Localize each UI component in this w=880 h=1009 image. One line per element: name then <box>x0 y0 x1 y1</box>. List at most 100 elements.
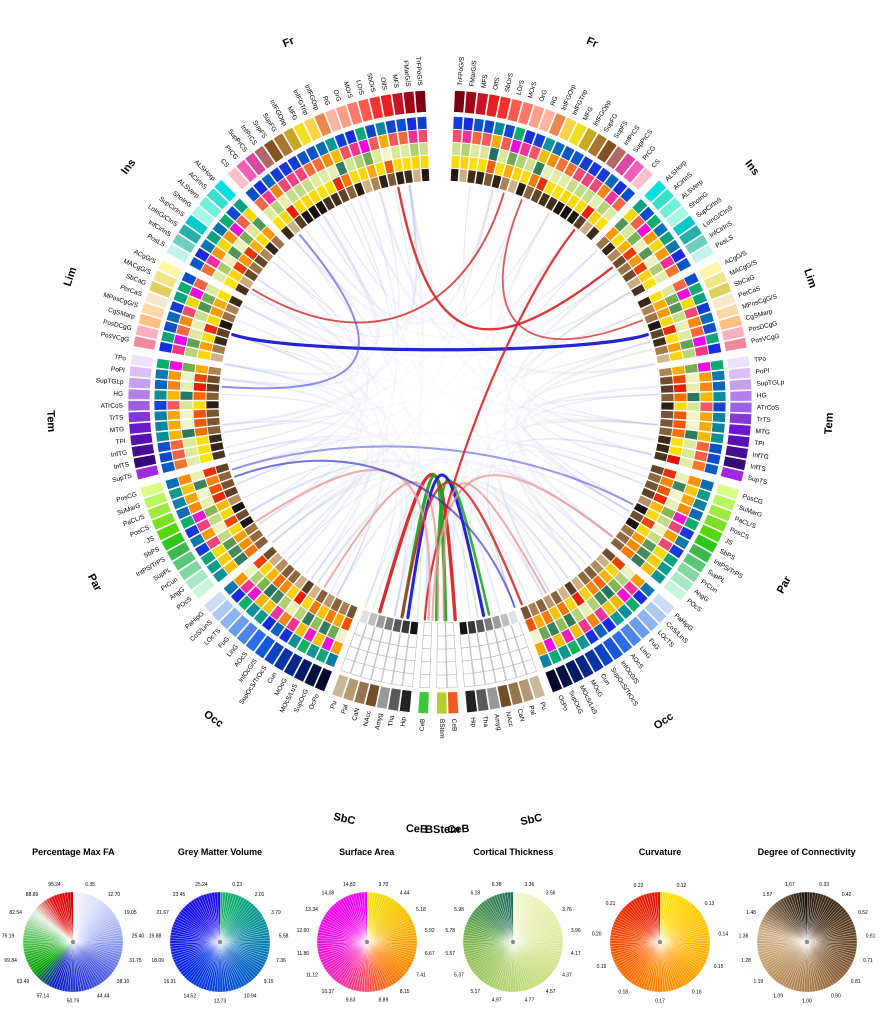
metric-ring-cell <box>606 247 623 264</box>
metric-ring-cell <box>698 381 714 393</box>
center-glow <box>275 237 605 567</box>
region-label: OlfS <box>379 77 388 91</box>
pie-tick-label: 5.78 <box>446 928 456 934</box>
region-ring-cell <box>345 100 364 126</box>
metric-ring-cell <box>658 366 673 378</box>
pie-tick-label: 6.38 <box>492 882 502 888</box>
metric-ring-cell <box>529 187 544 205</box>
region-label: MOrS <box>342 81 354 100</box>
region-ring-cell <box>722 455 747 472</box>
metric-ring-cell <box>473 671 486 687</box>
region-label: SbCaG <box>125 273 147 287</box>
pie-slice <box>656 891 661 943</box>
pie-slice <box>216 891 221 943</box>
pie-center-dot <box>217 939 223 945</box>
region-label: Cun <box>266 671 278 685</box>
metric-ring-cell <box>537 191 552 208</box>
pie-tick-label: 4.44 <box>399 891 409 897</box>
metric-ring-cell <box>594 234 611 251</box>
ring-cells <box>127 89 753 715</box>
metric-ring-cell <box>458 168 469 184</box>
metric-ring-cell <box>153 400 168 411</box>
pie-slice <box>70 891 74 943</box>
metric-ring-cell <box>436 635 447 650</box>
pie-tick-label: 57.14 <box>37 994 50 1000</box>
metric-ring-cell <box>695 440 711 453</box>
region-ring-cell <box>127 399 151 412</box>
metric-ring-cell <box>630 283 647 298</box>
metric-ring-cell <box>600 241 617 257</box>
lobe-label: Fr <box>585 35 600 51</box>
pie-tick-label: 0.21 <box>606 901 616 907</box>
region-ring-cell <box>577 126 599 153</box>
metric-ring-cell <box>292 214 309 231</box>
pie-tick-label: 10.37 <box>321 989 334 995</box>
pie-center-dot <box>364 939 369 945</box>
region-ring-cell <box>727 366 752 381</box>
region-ring-cell <box>146 501 172 521</box>
region-label: FMarG/S <box>469 59 479 87</box>
region-label: NAcc <box>362 710 372 727</box>
region-label: InfTS <box>750 463 767 473</box>
region-ring-cell <box>719 466 745 483</box>
metric-ring-cell <box>252 253 270 270</box>
metric-ring-cell <box>273 557 290 574</box>
metric-ring-cell <box>391 670 404 686</box>
region-label: SbCaG <box>733 274 755 288</box>
pie-tick-label: 3.96 <box>571 928 581 934</box>
region-ring-cell <box>723 336 748 353</box>
pie-tick-label: 3.79 <box>271 910 281 916</box>
region-ring-cell <box>720 325 746 342</box>
metric-ring-cell <box>403 659 416 675</box>
metric-ring-cell <box>556 584 571 602</box>
metric-ring-cell <box>166 390 181 401</box>
metric-ring-cell <box>653 344 670 357</box>
region-ring-cell <box>635 608 660 633</box>
pie-chart: 0.23 2.01 3.79 5.58 7.36 9.15 10.94 12.73 14.52 1… <box>149 882 289 1005</box>
region-label: RG <box>549 95 559 107</box>
metric-ring-cell <box>383 616 395 632</box>
region-ring-cell <box>140 301 166 320</box>
region-label: ATrCoS <box>101 403 124 410</box>
region-ring-cell <box>253 144 276 170</box>
metric-ring-cell <box>168 359 184 372</box>
metric-ring-cell <box>673 401 688 412</box>
metric-ring-cell <box>230 500 247 515</box>
region-ring-cell <box>157 259 183 280</box>
metric-ring-cell <box>213 335 229 347</box>
pie-tick-label: 88.89 <box>26 892 39 898</box>
region-ring-cell <box>436 691 448 715</box>
pie-tick-label: 1.09 <box>773 994 783 1000</box>
metric-ring-cell <box>514 181 528 198</box>
metric-ring-cell <box>366 611 379 628</box>
metric-ring-cell <box>234 507 251 523</box>
metric-ring-cell <box>594 552 611 569</box>
region-label: SbOrS <box>504 72 515 93</box>
metric-ring-cell <box>422 635 432 650</box>
metric-ring-cell <box>660 401 675 411</box>
region-label: LOrS <box>516 79 527 96</box>
metric-ring-cell <box>711 380 727 392</box>
metric-ring-cell <box>403 169 414 185</box>
region-label: Hip <box>400 716 408 727</box>
region-ring-cell <box>262 138 285 164</box>
pie-tick-label: 1.19 <box>753 979 763 985</box>
metric-ring-cell <box>238 274 255 290</box>
region-ring-cell <box>144 290 170 310</box>
region-label: POcS <box>685 598 703 614</box>
pie-tick-label: 4.57 <box>546 989 556 995</box>
region-ring-cell <box>379 93 395 118</box>
metric-ring-cell <box>352 181 366 198</box>
region-ring-cell <box>129 432 154 447</box>
metric-ring-cell <box>193 372 209 384</box>
region-ring-cell <box>643 179 668 204</box>
metric-ring-cell <box>419 154 430 170</box>
metric-ring-cell <box>712 391 727 402</box>
metric-ring-cell <box>683 362 699 375</box>
region-label: SbPS <box>143 546 162 560</box>
pie-tick-label: 4.97 <box>492 998 502 1004</box>
pie-tick-label: 13.34 <box>305 907 318 913</box>
region-ring-cell <box>368 95 385 121</box>
metric-ring-cell <box>207 433 223 444</box>
region-ring-cell <box>171 550 197 572</box>
